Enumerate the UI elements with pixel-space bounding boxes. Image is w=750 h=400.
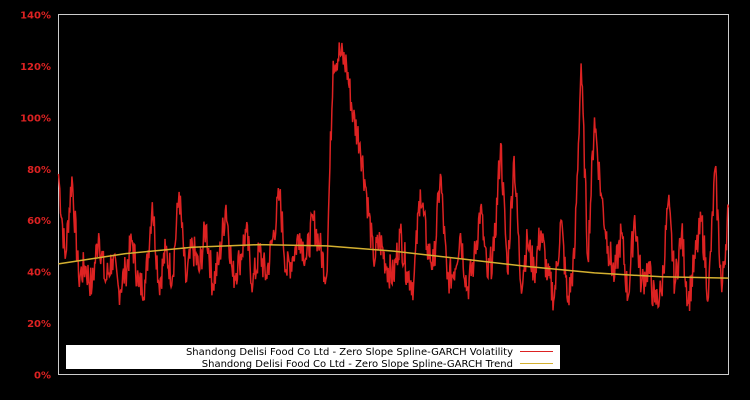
y-tick-label: 80% [27, 165, 51, 176]
legend-label-volatility: Shandong Delisi Food Co Ltd - Zero Slope… [186, 347, 513, 358]
y-tick-label: 20% [27, 319, 51, 330]
volatility-series [57, 42, 730, 312]
y-tick-label: 40% [27, 268, 51, 279]
trend-line [58, 243, 729, 279]
legend: Shandong Delisi Food Co Ltd - Zero Slope… [66, 345, 560, 370]
legend-label-trend: Shandong Delisi Food Co Ltd - Zero Slope… [202, 359, 513, 370]
y-axis-ticks: 0% 20% 40% 60% 80% 100% 120% 140% [20, 11, 51, 382]
y-tick-label: 140% [20, 11, 51, 22]
legend-box [66, 345, 560, 369]
volatility-line [57, 42, 730, 312]
y-tick-label: 0% [34, 371, 51, 382]
y-tick-label: 120% [20, 62, 51, 73]
plot-area [58, 14, 729, 375]
y-tick-label: 60% [27, 216, 51, 227]
y-tick-label: 100% [20, 113, 51, 124]
trend-series [58, 243, 729, 279]
